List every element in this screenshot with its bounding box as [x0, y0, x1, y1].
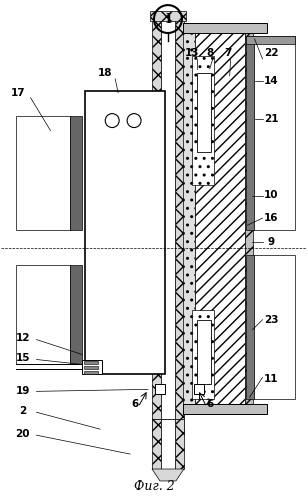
Bar	[245, 255, 253, 399]
Bar	[197, 73, 211, 152]
Bar	[16, 265, 71, 364]
Bar	[161, 419, 175, 469]
Text: Фиг. 2: Фиг. 2	[134, 481, 174, 494]
Bar	[192, 56, 214, 185]
Bar	[183, 404, 267, 414]
Text: 23: 23	[264, 315, 279, 325]
Text: 8: 8	[206, 48, 213, 58]
Bar	[245, 36, 253, 230]
Bar	[197, 320, 211, 384]
Text: 18: 18	[98, 68, 112, 78]
Bar	[175, 19, 184, 419]
Bar	[253, 36, 295, 230]
Bar	[84, 361, 98, 364]
Text: 15: 15	[15, 352, 30, 362]
Text: 21: 21	[264, 114, 279, 124]
Text: 9: 9	[268, 237, 275, 247]
Text: 19: 19	[15, 386, 30, 396]
Text: 22: 22	[264, 48, 279, 58]
Polygon shape	[152, 469, 184, 481]
Bar	[194, 384, 204, 394]
Bar	[16, 116, 71, 230]
Bar	[245, 36, 295, 44]
Text: 14: 14	[264, 76, 279, 86]
Bar	[175, 419, 184, 469]
Text: 11: 11	[264, 374, 279, 384]
Bar	[84, 371, 98, 374]
Text: 17: 17	[11, 88, 26, 98]
Text: 13: 13	[184, 48, 199, 58]
Bar	[192, 310, 214, 399]
Bar	[245, 33, 253, 404]
Bar	[150, 11, 186, 21]
Bar	[84, 366, 98, 369]
Bar	[195, 33, 245, 404]
Bar	[183, 23, 195, 414]
Bar	[71, 116, 82, 230]
Text: I: I	[165, 12, 171, 25]
Text: 16: 16	[264, 213, 279, 223]
Bar	[161, 19, 175, 419]
Text: 2: 2	[19, 406, 26, 416]
Bar	[152, 19, 161, 419]
Text: 10: 10	[264, 190, 279, 200]
Text: 20: 20	[15, 429, 30, 439]
Bar	[155, 384, 165, 394]
Bar	[152, 419, 161, 469]
Bar	[82, 359, 102, 374]
Text: 12: 12	[15, 333, 30, 343]
Text: 7: 7	[224, 48, 231, 58]
Bar	[253, 255, 295, 399]
Bar	[85, 91, 165, 374]
Text: 6: 6	[132, 399, 139, 409]
Bar	[183, 23, 267, 33]
Bar	[152, 419, 184, 434]
Bar	[71, 265, 82, 364]
Text: 6: 6	[206, 399, 213, 409]
